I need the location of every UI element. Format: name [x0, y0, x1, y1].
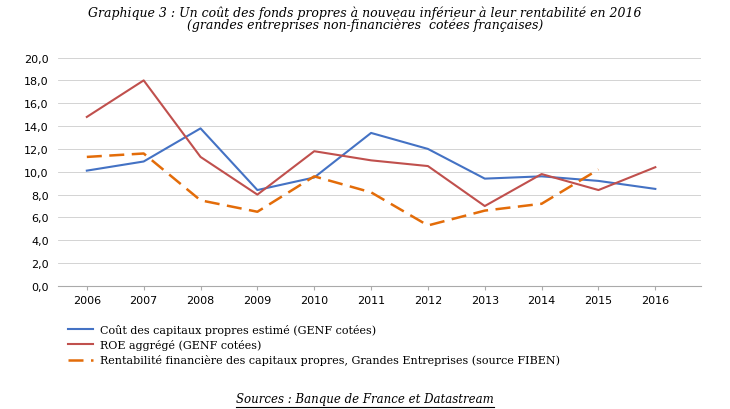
Legend: Coût des capitaux propres estimé (GENF cotées), ROE aggrégé (GENF cotées), Renta: Coût des capitaux propres estimé (GENF c… [64, 319, 564, 370]
Text: Graphique 3 : Un coût des fonds propres à nouveau inférieur à leur rentabilité e: Graphique 3 : Un coût des fonds propres … [88, 6, 642, 20]
Text: Sources : Banque de France et Datastream: Sources : Banque de France et Datastream [236, 392, 494, 405]
Text: (grandes entreprises non-financières  cotées françaises): (grandes entreprises non-financières cot… [187, 18, 543, 32]
